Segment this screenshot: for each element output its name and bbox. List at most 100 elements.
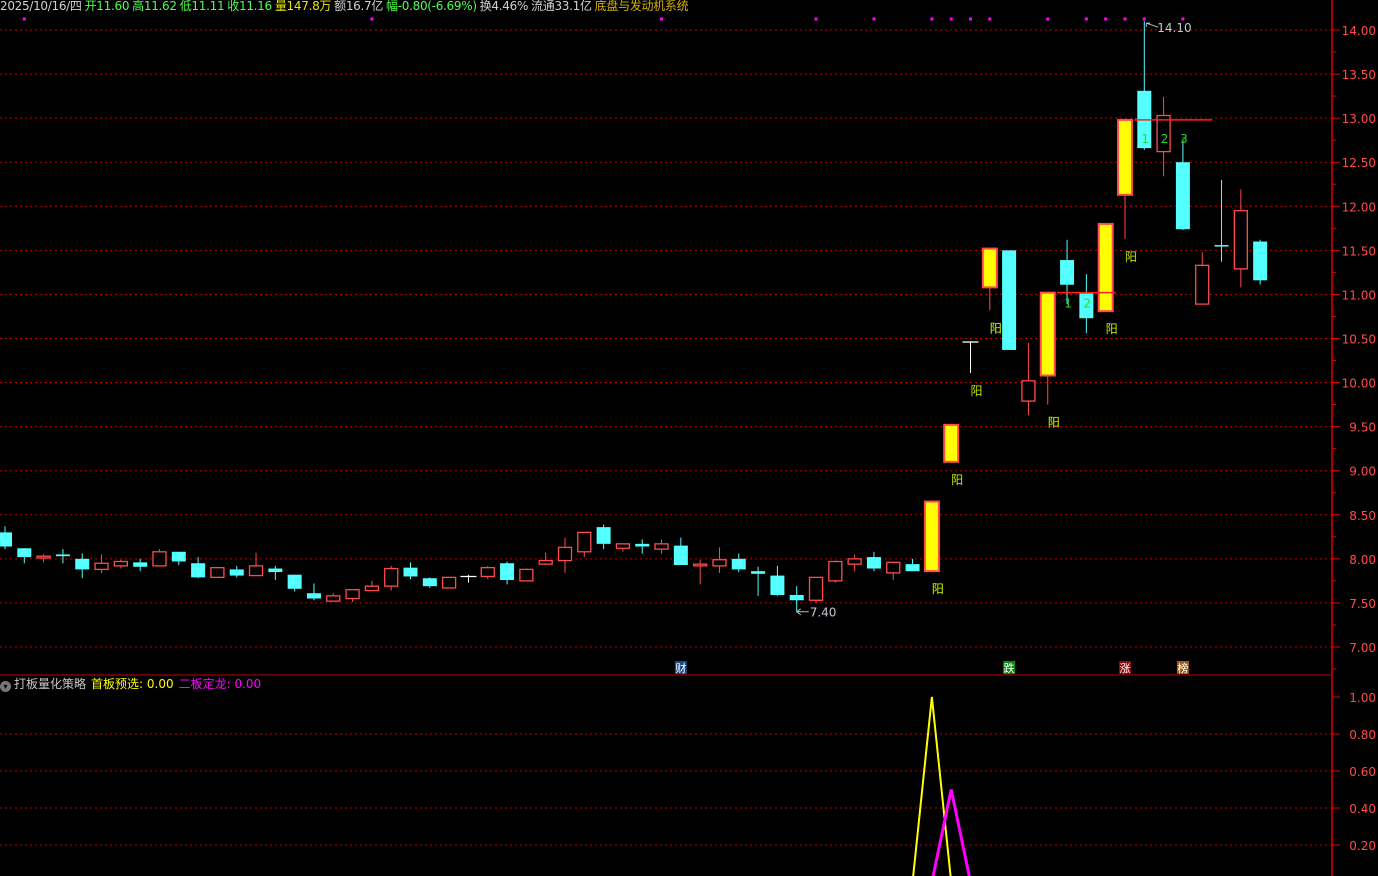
price-tick-label: 11.00 [1342,288,1376,302]
down-candle-body [55,554,70,557]
price-tick-label: 8.50 [1349,509,1376,523]
down-candle-body [171,551,186,562]
up-candle-body [441,576,457,589]
candles [0,21,1268,612]
event-marker-label: 跌 [1004,661,1015,675]
count-label: 2 [1084,297,1092,311]
signal-dot [1181,17,1185,21]
indicator-series-2-line [931,789,971,876]
down-candle-body [635,543,650,547]
quote-low: 低11.11 [179,0,225,13]
down-candle-body [1214,245,1229,247]
price-tick-label: 10.00 [1342,377,1376,391]
signal-dot [1084,17,1088,21]
quote-high: 高11.62 [132,0,177,13]
signal-dot [370,17,374,21]
down-candle-body [191,563,206,578]
event-marker-badge[interactable] [1118,661,1131,674]
up-candle-body [808,576,824,601]
down-candle-body [0,532,12,547]
indicator-header: ▾ 打板量化策略 首板预选: 0.00 二板定龙: 0.00 [0,676,266,692]
signal-dot [988,17,992,21]
down-candle-body [229,569,244,576]
down-candle-body [751,571,766,574]
indicator-tick-label: 0.20 [1349,839,1376,853]
event-marker-badge[interactable] [1176,661,1189,674]
down-candle-body [500,563,515,580]
down-candle-body [268,568,283,573]
count-label: 2 [1161,132,1169,146]
up-candle-body [538,559,553,565]
down-candle-body [789,594,804,601]
up-candle-body [1233,210,1248,270]
event-markers: 财跌涨榜 [674,661,1189,675]
yang-label: 阳 [1125,250,1137,264]
up-candle-body [94,562,109,571]
price-tick-label: 12.50 [1342,156,1376,170]
signal-dot [1123,17,1127,21]
up-candle-body [615,543,631,549]
event-marker-label: 榜 [1177,661,1188,675]
event-marker-label: 涨 [1119,662,1130,675]
yang-label: 阳 [932,582,944,596]
limit-up-candle-body [943,423,960,463]
up-candle-body [519,568,534,582]
down-candle-body [905,564,920,572]
up-candle-body [654,543,669,550]
price-tick-label: 13.00 [1342,112,1376,126]
quote-float-cap: 流通33.1亿 [531,0,592,13]
indicator-series1-value: 首板预选: 0.00 [91,677,174,691]
up-candle-body [577,531,592,553]
price-tick-label: 10.50 [1342,332,1376,346]
up-candle-body [364,585,380,592]
indicator-grid [0,733,1332,846]
signal-dot [930,17,934,21]
down-candle-body [596,527,611,544]
main-grid [0,29,1332,648]
price-axis: 7.00 7.50 8.00 8.50 9.00 9.50 10.00 10.50 11.00 1… [1332,24,1376,670]
event-marker-badge[interactable] [674,661,687,674]
yang-label: 阳 [1106,322,1118,336]
up-candle-body [1021,380,1036,402]
down-candle-body [422,578,437,587]
price-tick-label: 7.50 [1349,597,1376,611]
yang-label: 阳 [990,321,1002,335]
down-candle-body [17,548,32,558]
down-candle-body [1060,260,1075,285]
signal-dot [872,17,876,21]
quote-volume: 量147.8万 [274,0,332,13]
limit-up-candle-body [923,500,940,573]
up-candle-body [326,595,341,602]
indicator-axis: 0.20 0.40 0.60 0.80 1.00 [1332,691,1376,853]
indicator-name[interactable]: 打板量化策略 [14,677,87,691]
price-tick-label: 7.00 [1349,641,1376,655]
event-marker-badge[interactable] [1003,661,1016,674]
up-candle-body [210,567,225,578]
signal-dot [1046,17,1050,21]
signal-dot [22,17,26,21]
down-candle-body [1175,162,1190,230]
down-candle-body [403,567,418,577]
up-candle-body [712,559,727,567]
indicator-series2-value: 二板定龙: 0.00 [178,677,262,691]
down-candle-body [287,574,302,589]
signal-dot [660,17,664,21]
down-candle-body [1002,250,1017,350]
up-candle-body [1156,114,1171,153]
signal-dots [22,17,1185,21]
quote-sector[interactable]: 底盘与发动机系统 [594,0,689,13]
indicator-tick-label: 1.00 [1349,691,1376,705]
indicator-series-1-line [912,696,952,876]
quote-close: 收11.16 [227,0,272,13]
count-label: 1 [1141,132,1149,146]
up-candle-body [248,565,264,577]
quote-turnover: 换4.46% [479,0,529,13]
up-candle-body [847,558,862,565]
chevron-down-circle-icon[interactable]: ▾ [0,681,11,692]
limit-up-candle-body [981,247,998,289]
count-label: 1 [1064,297,1072,311]
signal-dot [1142,17,1146,21]
yang-label: 阳 [1048,416,1060,430]
limit-up-candle-body [1097,222,1114,313]
